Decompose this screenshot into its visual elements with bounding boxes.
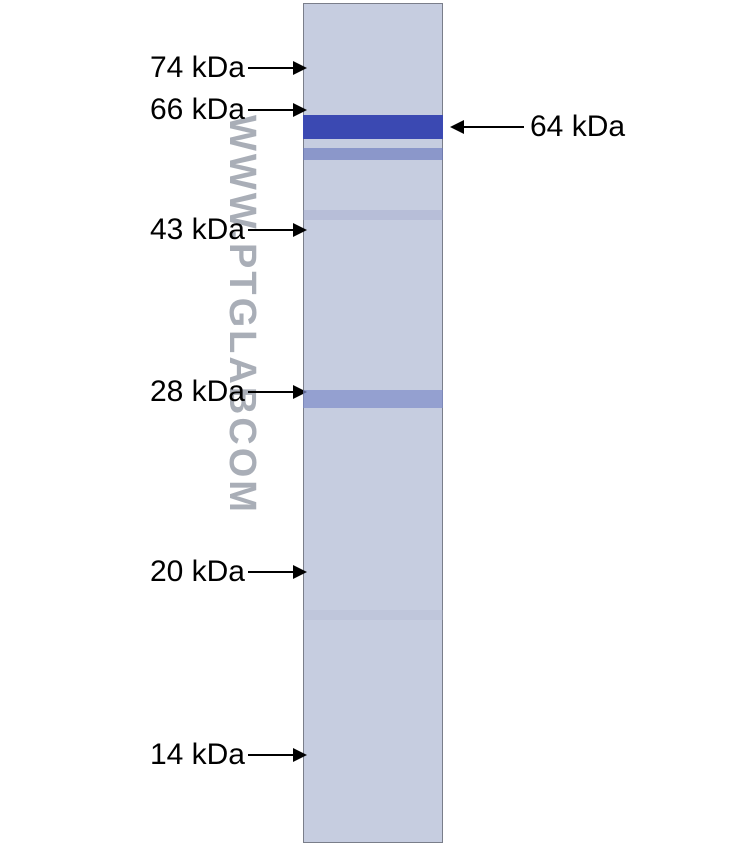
protein-band (303, 115, 443, 139)
protein-band (303, 390, 443, 408)
marker-arrow (248, 385, 307, 399)
mw-marker-label: 43 kDa (150, 213, 245, 247)
marker-arrow (248, 223, 307, 237)
mw-marker-label: 14 kDa (150, 738, 245, 772)
protein-band (303, 610, 443, 620)
protein-band (303, 148, 443, 160)
marker-arrow (248, 61, 307, 75)
target-band-arrow (450, 120, 524, 134)
mw-marker-label: 28 kDa (150, 375, 245, 409)
mw-marker-label: 66 kDa (150, 93, 245, 127)
marker-arrow (248, 565, 307, 579)
target-band-label: 64 kDa (530, 110, 625, 144)
marker-arrow (248, 103, 307, 117)
mw-marker-label: 74 kDa (150, 51, 245, 85)
protein-band (303, 210, 443, 220)
marker-arrow (248, 748, 307, 762)
mw-marker-label: 20 kDa (150, 555, 245, 589)
